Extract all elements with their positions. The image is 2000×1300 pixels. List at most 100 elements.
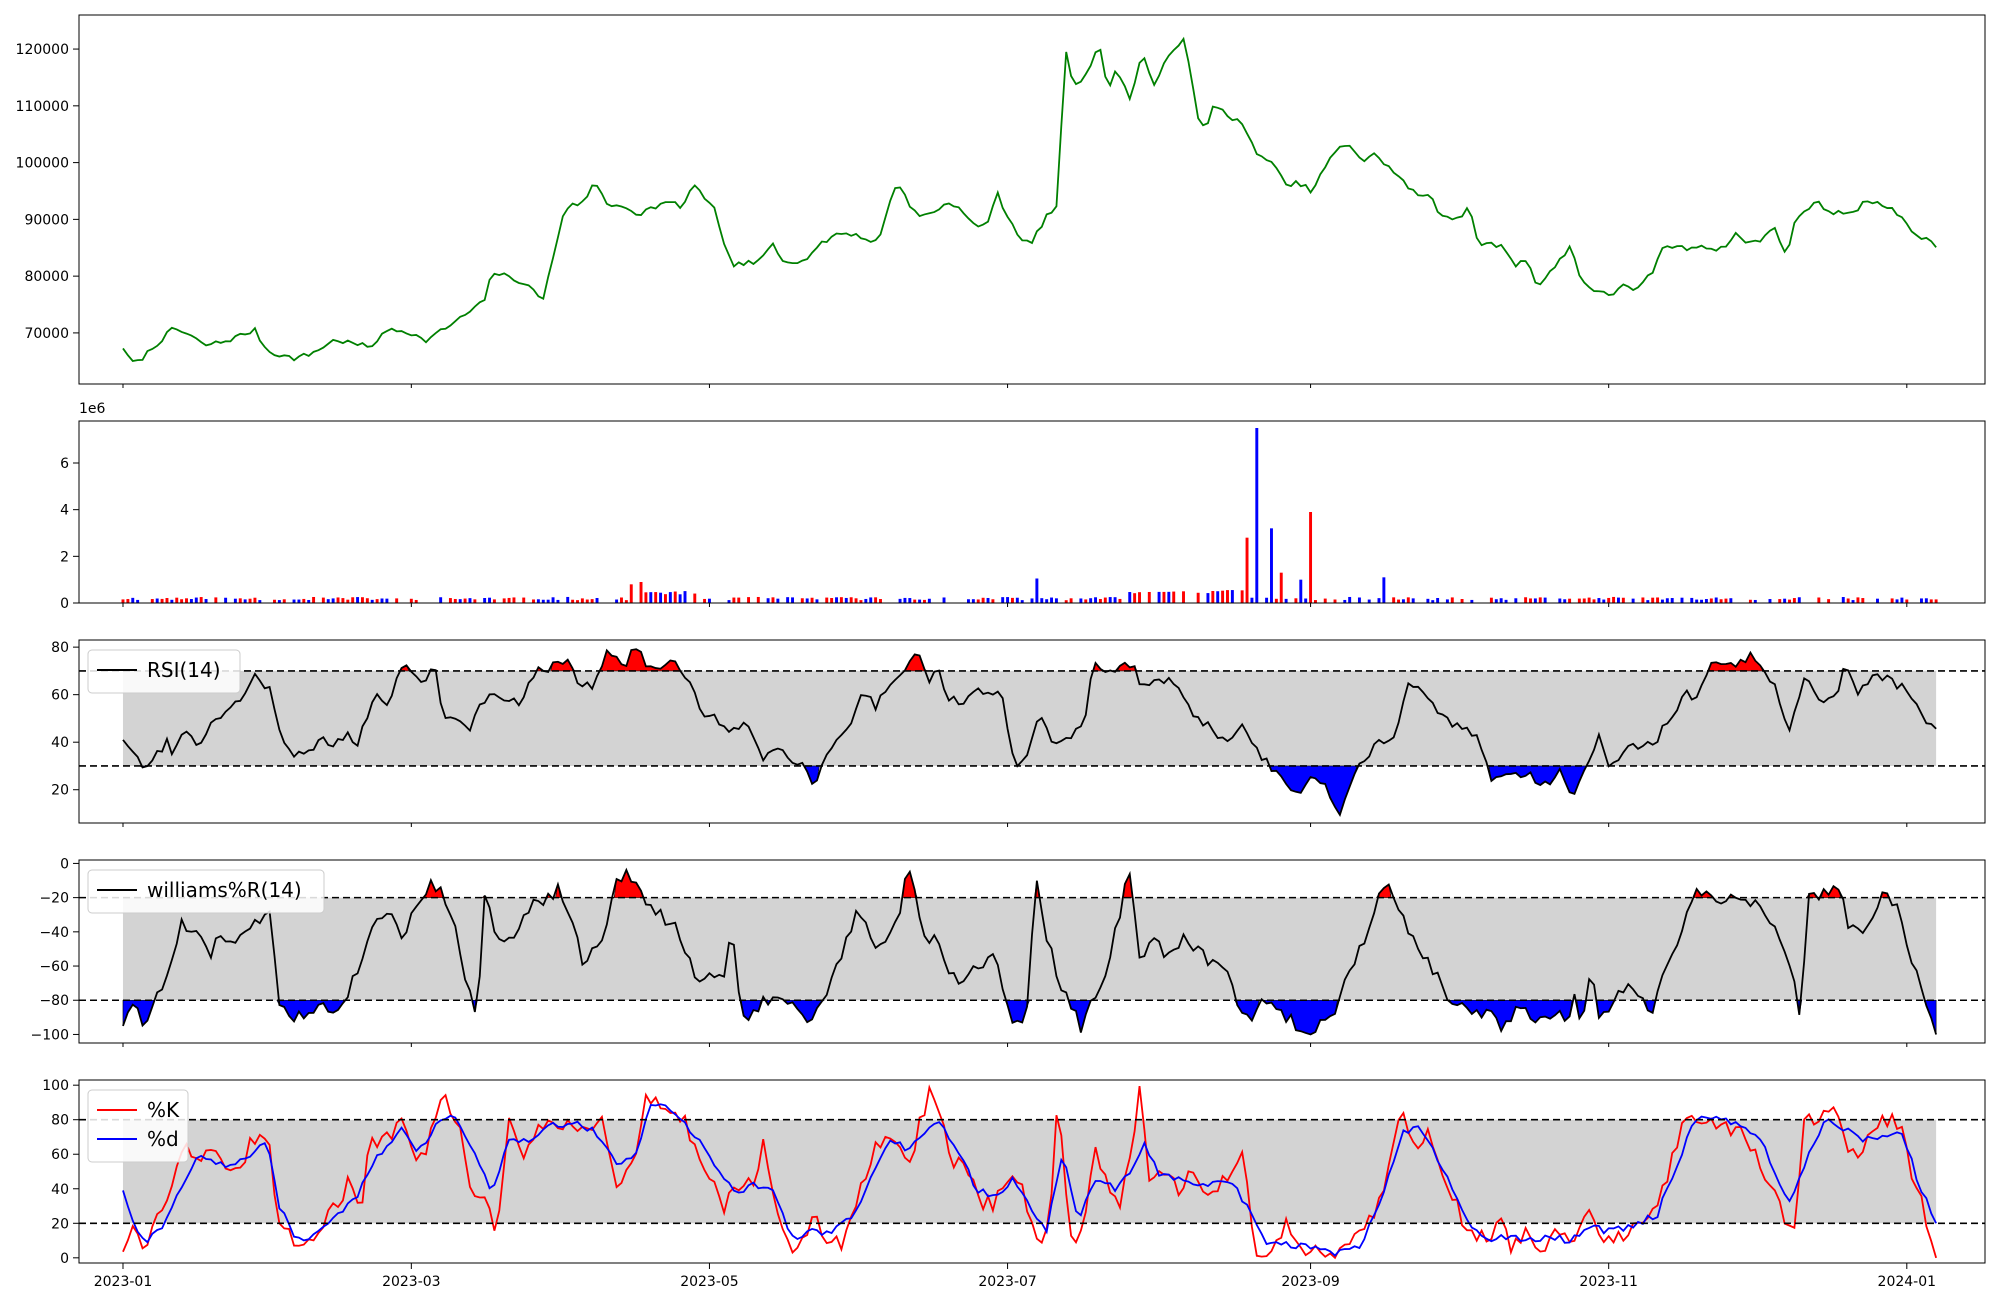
volume-bar <box>1450 597 1454 603</box>
volume-bar <box>448 598 452 603</box>
stoch-frame <box>78 1079 1986 1264</box>
volume-bar <box>1108 597 1112 603</box>
volume-bar <box>1240 590 1244 603</box>
volume-bar <box>1230 590 1234 603</box>
volume-bar <box>1255 428 1259 603</box>
volume-bar <box>1035 578 1039 603</box>
volume-bar <box>595 598 599 603</box>
volume-bar <box>492 599 496 603</box>
volume-bar <box>307 599 311 603</box>
volume-bar <box>380 598 384 603</box>
xtick-label: 2023-03 <box>382 1274 441 1290</box>
volume-bar <box>1641 597 1645 603</box>
volume-bar <box>409 598 413 603</box>
volume-bar <box>365 598 369 603</box>
williams-ytick-label: −40 <box>39 925 69 941</box>
volume-bar <box>756 596 760 603</box>
volume-bar <box>1103 597 1107 603</box>
volume-bar <box>243 599 247 603</box>
price-ytick-label: 70000 <box>24 326 69 342</box>
volume-bar <box>1397 599 1400 603</box>
volume-bar <box>1084 599 1088 603</box>
volume-bar <box>1079 598 1083 603</box>
volume-bar <box>1167 591 1171 603</box>
volume-bar <box>844 597 848 603</box>
volume-bar <box>1270 528 1273 603</box>
volume-bar <box>1700 599 1704 603</box>
volume-bar <box>766 598 770 603</box>
volume-bar <box>1118 598 1122 603</box>
volume-bar <box>282 599 286 603</box>
volume-bar <box>341 598 345 603</box>
volume-bar <box>170 599 174 603</box>
volume-bar <box>737 597 741 603</box>
volume-bar <box>1006 597 1010 603</box>
volume-bar <box>1348 596 1352 603</box>
volume-bar <box>1651 597 1655 603</box>
volume-bar <box>360 597 364 603</box>
volume-bar <box>1851 600 1855 603</box>
xtick-label: 2023-09 <box>1281 1274 1340 1290</box>
volume-bar <box>903 597 907 603</box>
williams-legend-box <box>87 869 325 914</box>
volume-bar <box>180 599 184 603</box>
volume-bar <box>1876 598 1879 603</box>
volume-bar <box>1494 599 1498 603</box>
volume-bar <box>830 598 834 603</box>
fill-layer <box>122 648 1937 1224</box>
volume-bar <box>1172 591 1176 603</box>
volume-bar <box>986 597 990 603</box>
volume-bar <box>1406 597 1410 603</box>
volume-bar <box>1250 597 1254 603</box>
volume-bar <box>1333 599 1337 603</box>
volume-frame <box>78 420 1986 604</box>
volume-bar <box>942 597 946 603</box>
volume-bar <box>732 597 736 603</box>
xtick-label: 2023-01 <box>94 1274 153 1290</box>
volume-bar <box>1284 598 1288 603</box>
volume-bar <box>967 599 970 603</box>
volume-bar <box>1436 598 1440 603</box>
volume-bar <box>439 597 443 603</box>
volume-bar <box>620 597 623 603</box>
volume-bar <box>1274 598 1278 603</box>
volume-bar <box>1533 598 1537 603</box>
volume-bar <box>673 591 677 603</box>
volume-bar <box>253 597 257 603</box>
volume-bar <box>1783 598 1787 603</box>
volume-bar <box>1113 597 1117 603</box>
volume-bar <box>136 599 140 603</box>
volume-bar <box>238 598 242 603</box>
stoch-legend-label: %d <box>147 1127 179 1151</box>
volume-bar <box>981 597 985 603</box>
volume-bar <box>1792 598 1796 603</box>
volume-bar <box>458 599 462 603</box>
volume-bar <box>590 599 594 603</box>
volume-bar <box>1294 598 1298 603</box>
xtick-label: 2023-07 <box>978 1274 1037 1290</box>
volume-bar <box>1020 600 1024 603</box>
volume-bar <box>747 597 751 603</box>
volume-bar <box>927 598 931 603</box>
volume-bar <box>1069 598 1073 603</box>
volume-bar <box>913 599 917 603</box>
volume-bar <box>991 599 995 603</box>
volume-bar <box>898 598 902 603</box>
volume-bar <box>1646 600 1650 603</box>
volume-bar <box>566 596 570 603</box>
volume-bar <box>825 597 829 603</box>
volume-bar <box>1098 598 1102 603</box>
volume-bar <box>1597 598 1601 603</box>
rsi-legend-label: RSI(14) <box>147 658 221 682</box>
volume-bar <box>1265 597 1269 603</box>
volume-bar <box>879 599 882 603</box>
volume-bar <box>1001 597 1005 603</box>
williams-ytick-label: −20 <box>39 891 69 907</box>
stoch-ytick-label: 100 <box>42 1078 69 1094</box>
volume-bar <box>1660 599 1664 603</box>
volume-bar <box>1050 597 1054 603</box>
volume-bar <box>864 598 868 603</box>
volume-bar <box>727 600 731 603</box>
volume-bar <box>356 597 360 603</box>
